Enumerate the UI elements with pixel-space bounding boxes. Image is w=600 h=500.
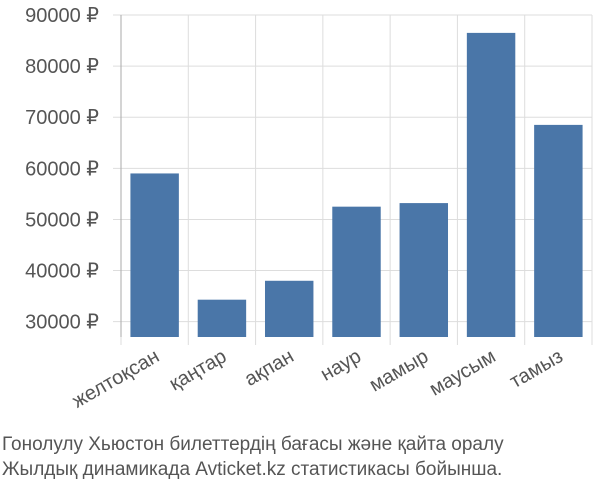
x-tick-label: наур [317, 345, 365, 385]
x-tick-label: тамыз [506, 345, 567, 393]
y-tick-label: 60000 ₽ [25, 158, 99, 180]
x-tick-label: маусым [426, 345, 500, 400]
y-tick-label: 90000 ₽ [25, 5, 99, 27]
bars [130, 32, 583, 338]
chart-caption-line-1: Гонолулу Хьюстон билеттердің бағасы және… [2, 434, 504, 455]
y-tick-labels: 30000 ₽ 40000 ₽ 50000 ₽ 60000 ₽ 70000 ₽ 80000… [25, 5, 99, 334]
x-tick-label: ақпан [241, 345, 298, 390]
bar-1 [130, 173, 179, 337]
x-tick-label: қаңтар [166, 345, 231, 395]
y-tick-label: 80000 ₽ [25, 56, 99, 78]
bar-2 [197, 299, 247, 337]
bar-3 [264, 280, 314, 337]
bar-5 [399, 203, 449, 337]
y-tick-label: 30000 ₽ [25, 312, 99, 334]
bar-4 [332, 206, 381, 337]
x-tick-label: желтоқсан [69, 345, 164, 412]
y-tick-label: 70000 ₽ [25, 107, 99, 129]
bar-chart: 30000 ₽ 40000 ₽ 50000 ₽ 60000 ₽ 70000 ₽ 80000… [25, 5, 593, 413]
y-tick-label: 40000 ₽ [25, 261, 99, 283]
chart-caption-line-2: Жылдық динамикада Avticket.kz статистика… [2, 459, 503, 480]
bar-6 [466, 32, 516, 338]
bar-7 [534, 124, 583, 337]
grid-lines [113, 14, 593, 345]
y-tick-label: 50000 ₽ [25, 209, 99, 231]
x-tick-label: мамыр [366, 345, 433, 396]
